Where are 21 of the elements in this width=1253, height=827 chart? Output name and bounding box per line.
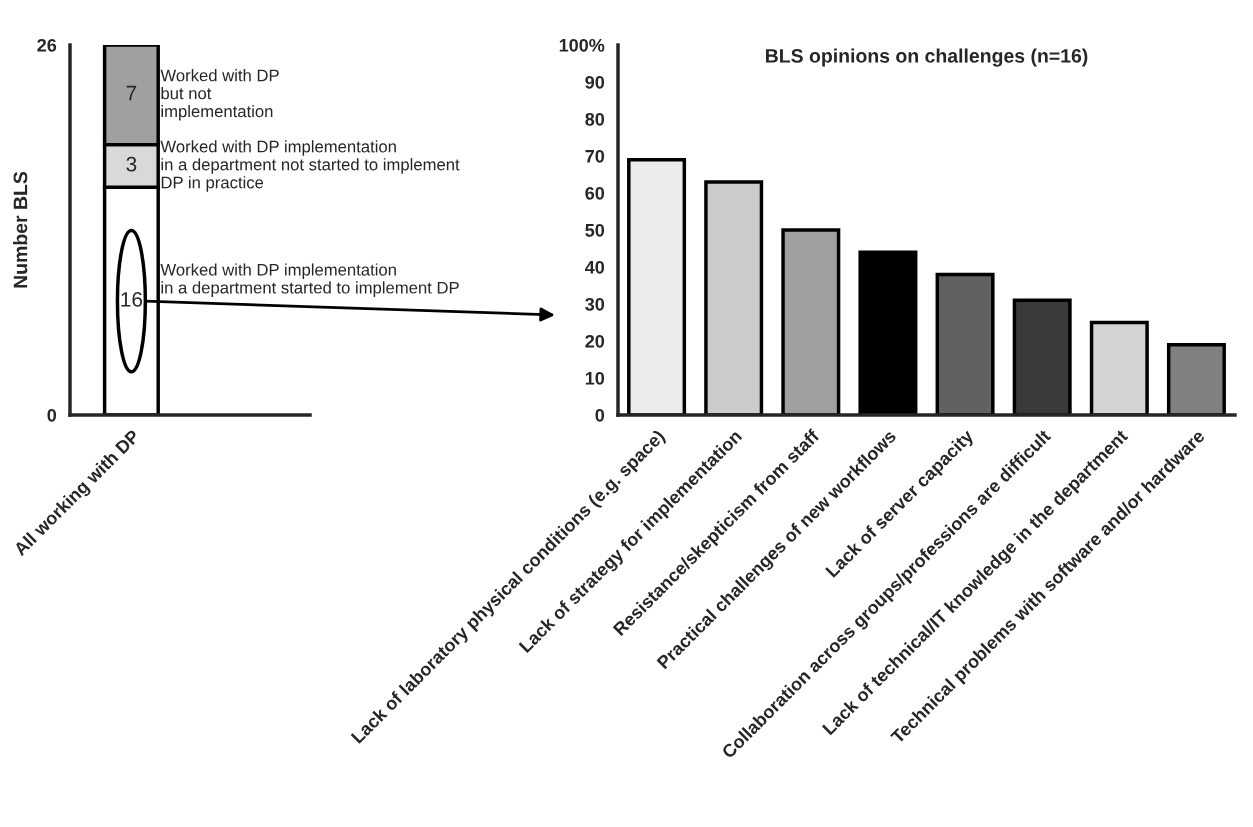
data-label: 16: [121, 291, 143, 307]
y-tick-label: 20: [585, 334, 605, 348]
y-tick-label: 90: [585, 75, 605, 89]
series-label: Worked with DP implementation in a department started to implement DP: [160, 263, 459, 297]
data-label: 3: [126, 156, 137, 172]
y-tick-label: 0: [595, 408, 605, 422]
series-label: Worked with DP but not implementation: [160, 69, 279, 121]
y-tick-label: 70: [585, 149, 605, 163]
y-tick-label: 60: [585, 186, 605, 200]
y-tick-label: 40: [585, 260, 605, 274]
y-tick-label: 10: [585, 371, 605, 385]
y-axis-title: Number BLS: [13, 171, 28, 288]
y-tick-label: 26: [37, 38, 57, 52]
y-tick-label: 50: [585, 223, 605, 237]
y-tick-label: 30: [585, 297, 605, 311]
chart-title: BLS opinions on challenges (n=16): [766, 48, 1088, 67]
data-label: 7: [126, 85, 137, 101]
series-label: Worked with DP implementation in a department not started to implement DP in practice: [160, 140, 460, 192]
y-tick-label: 100%: [559, 38, 605, 52]
y-tick-label: 80: [585, 112, 605, 126]
y-tick-label: 0: [47, 408, 57, 422]
